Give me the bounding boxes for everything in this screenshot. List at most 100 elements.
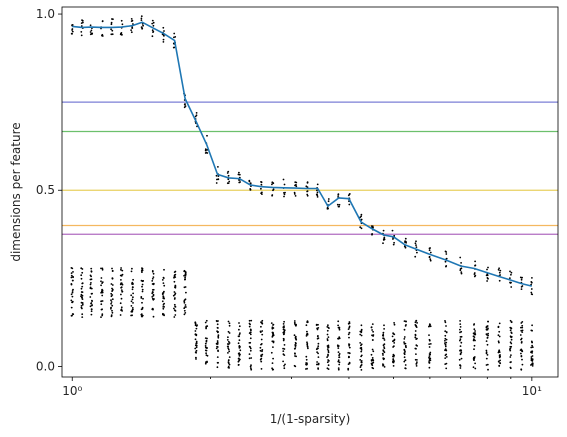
scatter-point bbox=[120, 268, 122, 271]
scatter-point bbox=[348, 321, 351, 323]
scatter-point bbox=[393, 241, 395, 244]
scatter-point bbox=[228, 322, 231, 325]
scatter-point bbox=[260, 187, 262, 190]
scatter-point bbox=[81, 302, 84, 304]
scatter-point bbox=[216, 326, 219, 329]
scatter-point bbox=[383, 366, 386, 368]
scatter-point bbox=[428, 325, 430, 328]
scatter-point bbox=[520, 341, 523, 344]
scatter-point bbox=[499, 362, 501, 364]
scatter-point bbox=[519, 334, 522, 336]
scatter-point bbox=[530, 281, 533, 284]
scatter-point bbox=[510, 273, 512, 276]
scatter-point bbox=[326, 333, 329, 336]
scatter-point bbox=[445, 349, 448, 352]
scatter-point bbox=[110, 302, 112, 305]
scatter-point bbox=[80, 274, 83, 277]
scatter-point bbox=[497, 334, 500, 337]
scatter-point bbox=[195, 342, 198, 345]
scatter-point bbox=[80, 34, 83, 37]
scatter-point bbox=[403, 320, 406, 322]
scatter-point bbox=[445, 341, 448, 344]
scatter-point bbox=[393, 323, 396, 326]
scatter-point bbox=[227, 170, 230, 173]
scatter-point bbox=[172, 46, 175, 49]
scatter-point bbox=[238, 357, 240, 360]
scatter-point bbox=[112, 18, 114, 21]
x-tick-label: 10¹ bbox=[522, 384, 542, 398]
scatter-point bbox=[509, 348, 511, 351]
scatter-point bbox=[460, 357, 463, 360]
scatter-point bbox=[162, 41, 165, 43]
scatter-point bbox=[71, 32, 73, 35]
scatter-point bbox=[228, 367, 231, 369]
scatter-point bbox=[403, 338, 406, 340]
scatter-point bbox=[101, 300, 104, 302]
scatter-point bbox=[272, 368, 275, 371]
scatter-point bbox=[72, 275, 74, 278]
scatter-point bbox=[338, 363, 341, 366]
scatter-point bbox=[428, 334, 430, 336]
scatter-point bbox=[393, 345, 395, 347]
scatter-point bbox=[111, 298, 114, 301]
scatter-point bbox=[194, 324, 197, 327]
scatter-point bbox=[498, 271, 501, 274]
scatter-point bbox=[487, 327, 489, 330]
series-lines bbox=[72, 21, 532, 287]
scatter-point bbox=[531, 362, 534, 365]
scatter-point bbox=[71, 300, 74, 303]
scatter-point bbox=[272, 346, 274, 348]
scatter-point bbox=[91, 300, 93, 302]
scatter-point bbox=[162, 313, 164, 316]
scatter-point bbox=[498, 322, 501, 325]
scatter-point bbox=[347, 328, 350, 330]
y-tick-label: 0.5 bbox=[36, 183, 55, 197]
scatter-point bbox=[249, 331, 252, 334]
scatter-point bbox=[101, 314, 104, 317]
scatter-point bbox=[71, 30, 74, 33]
scatter-point bbox=[305, 324, 308, 327]
scatter-point bbox=[260, 321, 263, 324]
scatter-point bbox=[270, 322, 273, 324]
scatter-point bbox=[141, 306, 144, 309]
scatter-point bbox=[372, 339, 374, 341]
scatter-point bbox=[317, 327, 320, 329]
scatter-point bbox=[215, 347, 218, 350]
scatter-point bbox=[174, 314, 177, 316]
scatter-point bbox=[100, 267, 102, 270]
scatter-point bbox=[531, 329, 533, 332]
scatter-point bbox=[337, 324, 339, 327]
scatter-point bbox=[70, 314, 73, 317]
scatter-point bbox=[509, 349, 512, 352]
scatter-point bbox=[228, 363, 231, 366]
scatter-point bbox=[317, 352, 319, 355]
scatter-point bbox=[499, 269, 502, 272]
scatter-point bbox=[347, 367, 350, 370]
scatter-point bbox=[184, 304, 187, 306]
scatter-point bbox=[337, 368, 340, 371]
scatter-point bbox=[205, 361, 207, 364]
scatter-point bbox=[316, 183, 319, 186]
scatter-point bbox=[404, 367, 407, 370]
scatter-point bbox=[111, 267, 113, 270]
scatter-point bbox=[81, 303, 84, 306]
scatter-point bbox=[272, 333, 274, 335]
scatter-point bbox=[404, 359, 407, 361]
scatter-point bbox=[444, 260, 447, 263]
scatter-point bbox=[305, 185, 308, 188]
scatter-point bbox=[372, 330, 374, 333]
scatter-point bbox=[215, 182, 218, 184]
scatter-point bbox=[306, 190, 308, 193]
scatter-point bbox=[91, 292, 93, 295]
scatter-point bbox=[305, 335, 308, 337]
scatter-point bbox=[282, 360, 284, 363]
scatter-point bbox=[415, 365, 418, 367]
scatter-point bbox=[473, 356, 476, 358]
scatter-point bbox=[90, 267, 93, 270]
scatter-point bbox=[327, 336, 330, 338]
scatter-point bbox=[510, 321, 513, 323]
scatter-point bbox=[429, 247, 431, 249]
scatter-point bbox=[371, 225, 374, 228]
scatter-point bbox=[445, 367, 448, 370]
